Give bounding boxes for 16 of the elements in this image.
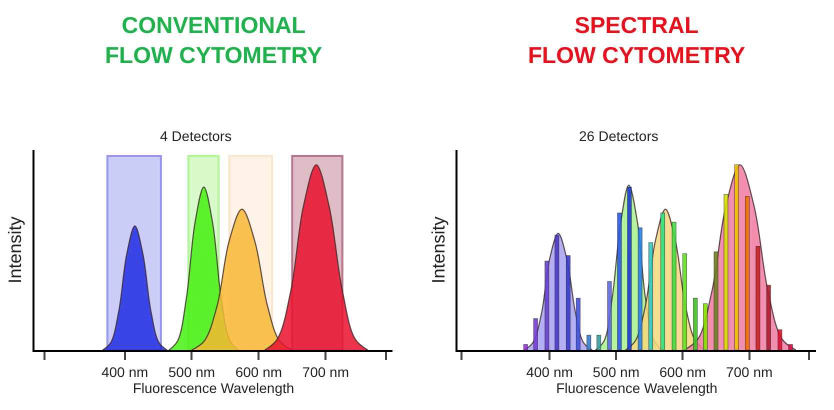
- x-tick-label: 400 nm: [101, 364, 148, 380]
- x-tick-label: 700 nm: [302, 364, 349, 380]
- x-tick-label: 500 nm: [168, 364, 216, 380]
- chart-subtitle: 4 Detectors: [160, 128, 232, 144]
- x-axis-title: Fluorescence Wavelength: [556, 380, 718, 396]
- x-tick-label: 400 nm: [526, 364, 573, 380]
- chart-subtitle: 26 Detectors: [579, 128, 658, 144]
- x-axis-title: Fluorescence Wavelength: [132, 380, 294, 396]
- y-axis-title: Intensity: [5, 216, 26, 284]
- chart-title: CONVENTIONAL FLOW CYTOMETRY: [105, 12, 322, 68]
- chart-title: SPECTRAL FLOW CYTOMETRY: [528, 12, 746, 68]
- x-tick-label: 500 nm: [592, 364, 640, 380]
- x-tick-label: 700 nm: [726, 364, 773, 380]
- y-axis-title: Intensity: [428, 216, 448, 284]
- x-tick-label: 600 nm: [659, 364, 706, 380]
- x-tick-label: 600 nm: [235, 364, 282, 380]
